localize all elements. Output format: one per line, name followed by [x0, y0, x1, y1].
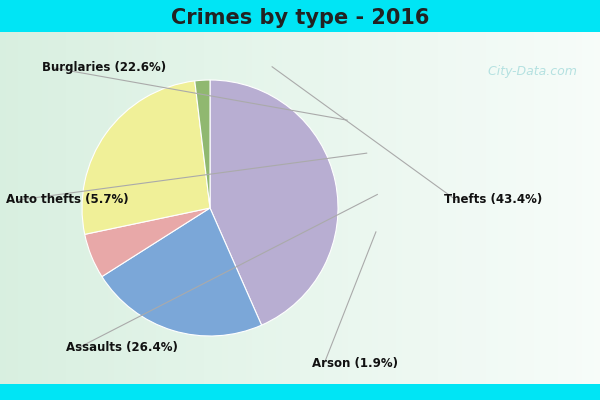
Wedge shape — [85, 208, 210, 276]
Text: Assaults (26.4%): Assaults (26.4%) — [66, 342, 178, 354]
Text: Crimes by type - 2016: Crimes by type - 2016 — [171, 8, 429, 28]
Wedge shape — [82, 81, 210, 234]
Text: Auto thefts (5.7%): Auto thefts (5.7%) — [6, 194, 128, 206]
Wedge shape — [195, 80, 210, 208]
Text: Thefts (43.4%): Thefts (43.4%) — [444, 194, 542, 206]
Text: Arson (1.9%): Arson (1.9%) — [312, 358, 398, 370]
Text: Burglaries (22.6%): Burglaries (22.6%) — [42, 62, 166, 74]
Text: City-Data.com: City-Data.com — [480, 66, 577, 78]
Wedge shape — [102, 208, 262, 336]
Wedge shape — [210, 80, 338, 325]
